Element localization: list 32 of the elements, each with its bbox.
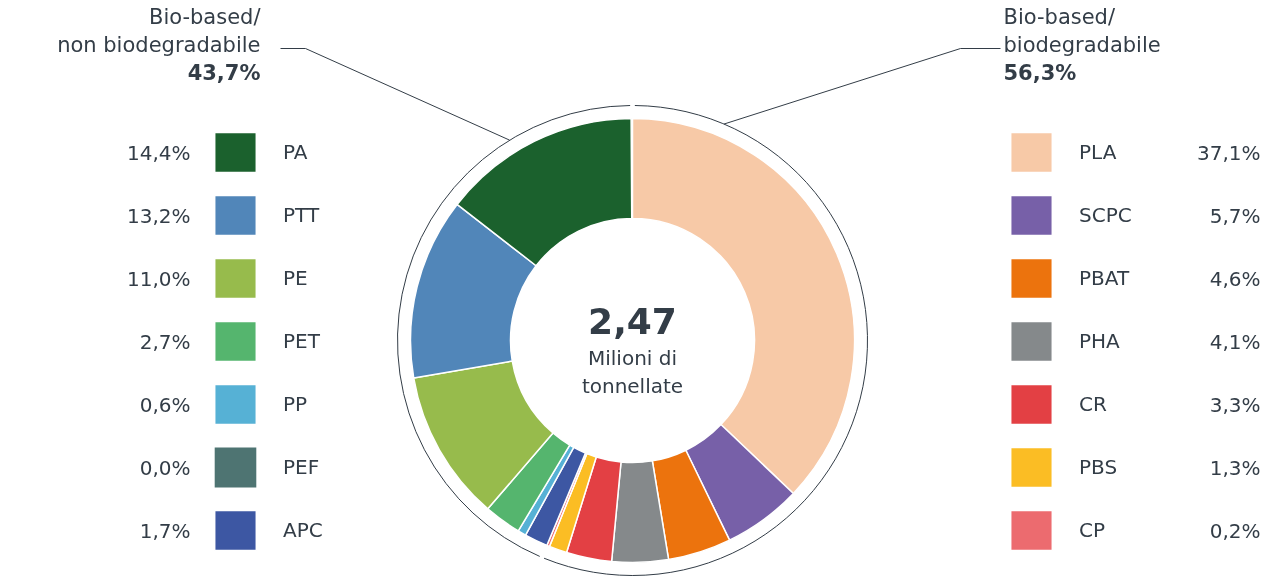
legend-label: CR [1079, 391, 1107, 418]
legend-label: PET [283, 328, 320, 355]
legend-label: PHA [1079, 328, 1120, 355]
text: Bio-based/ non biodegradabile 43,7% [57, 4, 262, 85]
data-label: 4,6% [1209, 266, 1261, 291]
data-label: 11,0% [126, 266, 191, 291]
legend-label: PBAT [1079, 265, 1130, 292]
data-label: 0,6% [139, 392, 191, 417]
legend-label: PTT [283, 202, 320, 229]
legend-label: PP [283, 391, 308, 418]
legend-label: PLA [1079, 139, 1117, 166]
data-label: 1,7% [139, 518, 191, 543]
legend-label: PE [283, 265, 308, 292]
legend-label: PEF [283, 454, 320, 481]
text: Milioni di tonnellate [581, 345, 684, 398]
text: Bio-based/ biodegradabile 56,3% [1003, 4, 1161, 85]
data-label: 3,3% [1209, 392, 1261, 417]
data-label: 1,3% [1209, 455, 1261, 480]
text: 2,47 [588, 300, 677, 342]
legend-label: CP [1079, 517, 1106, 544]
legend-label: PBS [1079, 454, 1118, 481]
legend-label: APC [283, 517, 323, 544]
data-label: 13,2% [126, 203, 191, 228]
data-label: 0,2% [1209, 518, 1261, 543]
data-label: 2,7% [139, 329, 191, 354]
data-label: 14,4% [126, 140, 191, 165]
legend-label: PA [283, 139, 308, 166]
legend-label: SCPC [1079, 202, 1132, 229]
data-label: 5,7% [1209, 203, 1261, 228]
text: 0,0% [139, 455, 191, 480]
data-label: 37,1% [1196, 140, 1261, 165]
data-label: 4,1% [1209, 329, 1261, 354]
